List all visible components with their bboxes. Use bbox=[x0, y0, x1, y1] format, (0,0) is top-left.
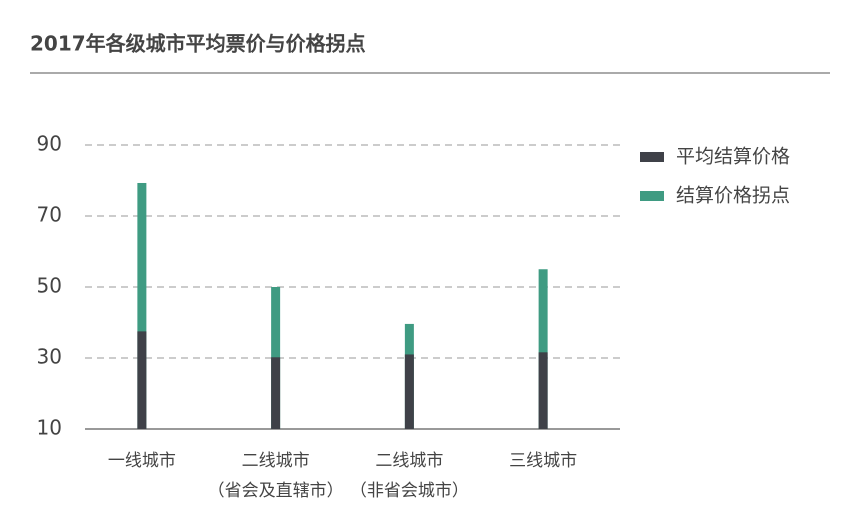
bar bbox=[404, 354, 414, 429]
legend-label: 结算价格拐点 bbox=[676, 185, 790, 207]
chart-title: 2017年各级城市平均票价与价格拐点 bbox=[30, 32, 366, 56]
bar bbox=[137, 331, 147, 429]
bar bbox=[538, 352, 548, 429]
legend-swatch bbox=[640, 152, 664, 162]
x-tick-label: 三线城市 bbox=[509, 451, 577, 471]
y-tick-label: 10 bbox=[37, 416, 62, 440]
x-tick-label: （非省会城市） bbox=[350, 481, 469, 501]
y-tick-label: 50 bbox=[37, 274, 62, 298]
y-tick-label: 30 bbox=[37, 345, 62, 369]
x-tick-label: 一线城市 bbox=[108, 451, 176, 471]
x-tick-label: （省会及直辖市） bbox=[208, 481, 344, 501]
legend-label: 平均结算价格 bbox=[676, 146, 790, 168]
bar bbox=[538, 269, 548, 429]
legend-swatch bbox=[640, 191, 664, 201]
bar bbox=[271, 357, 281, 429]
y-tick-label: 90 bbox=[37, 132, 62, 156]
x-tick-label: 二线城市 bbox=[375, 451, 443, 471]
x-tick-label: 二线城市 bbox=[242, 451, 310, 471]
y-tick-label: 70 bbox=[37, 203, 62, 227]
bar bbox=[137, 182, 147, 429]
